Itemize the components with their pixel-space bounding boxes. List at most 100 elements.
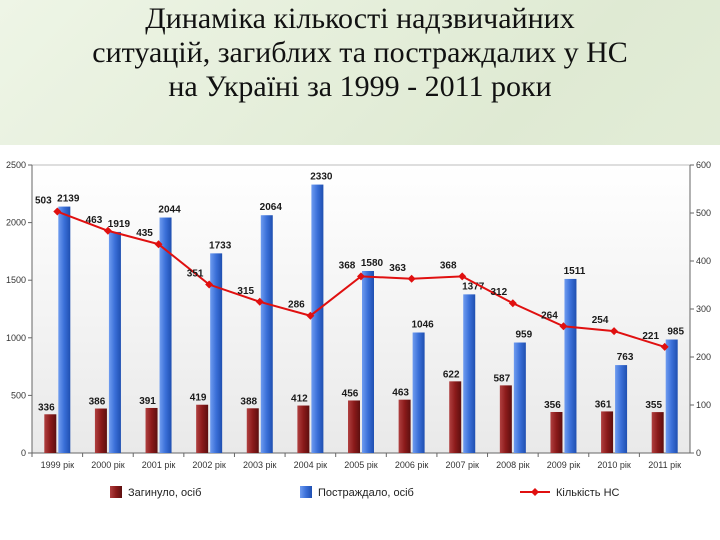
legend-swatch-killed — [110, 486, 122, 498]
line-marker — [559, 322, 568, 331]
data-label-killed: 587 — [494, 373, 511, 384]
data-label-incidents: 368 — [339, 260, 356, 271]
data-label-injured: 2330 — [310, 172, 333, 183]
title-line-3: на Україні за 1999 - 2011 роки — [168, 70, 552, 103]
legend-swatch-injured — [300, 486, 312, 498]
bar-killed — [94, 408, 107, 453]
line-marker — [458, 272, 467, 281]
bar-injured — [564, 278, 577, 453]
bar-injured — [513, 342, 526, 453]
data-label-injured: 1046 — [411, 320, 434, 331]
data-label-incidents: 264 — [541, 310, 558, 321]
x-tick-label: 2009 рік — [547, 460, 581, 470]
data-label-killed: 355 — [645, 400, 662, 411]
bar-injured — [615, 365, 628, 453]
bar-killed — [601, 411, 614, 453]
data-label-injured: 1919 — [108, 219, 131, 230]
y-left-tick-label: 2000 — [6, 218, 26, 228]
x-tick-label: 2000 рік — [91, 460, 125, 470]
data-label-injured: 959 — [516, 330, 533, 341]
data-label-incidents: 254 — [592, 315, 609, 326]
x-tick-label: 2005 рік — [344, 460, 378, 470]
legend-label-killed: Загинуло, осіб — [128, 487, 201, 499]
x-tick-label: 2008 рік — [496, 460, 530, 470]
line-marker — [610, 327, 619, 336]
bar-killed — [297, 405, 310, 453]
line-marker — [660, 342, 669, 351]
bar-injured — [311, 184, 324, 454]
bar-killed — [550, 411, 563, 453]
bar-injured — [210, 253, 223, 453]
y-right-tick-label: 0 — [696, 448, 701, 458]
bar-injured — [463, 294, 476, 453]
bar-killed — [651, 412, 664, 453]
data-label-killed: 361 — [595, 399, 612, 410]
data-label-incidents: 368 — [440, 260, 457, 271]
legend-label-incidents: Кількість НС — [556, 487, 620, 499]
bar-killed — [348, 400, 360, 453]
x-tick-label: 2001 рік — [142, 460, 176, 470]
bar-killed — [499, 385, 512, 453]
data-label-killed: 463 — [392, 388, 409, 399]
x-tick-label: 2006 рік — [395, 460, 429, 470]
x-tick-label: 2003 рік — [243, 460, 277, 470]
x-tick-label: 2007 рік — [445, 460, 479, 470]
x-tick-label: 1999 рік — [41, 460, 75, 470]
y-left-tick-label: 2500 — [6, 160, 26, 170]
data-label-injured: 1511 — [564, 266, 586, 277]
y-right-tick-label: 300 — [696, 304, 711, 314]
title-line-2: ситуацій, загиблих та постраждалих у НС — [92, 36, 628, 69]
y-right-tick-label: 100 — [696, 400, 711, 410]
data-label-incidents: 463 — [86, 215, 103, 226]
bar-injured — [362, 270, 374, 453]
chart-area: 0 500 1000 1500 2000 2500 0 100 200 300 400 500 600 1… — [0, 145, 720, 540]
bar-killed — [246, 408, 259, 453]
data-label-killed: 356 — [544, 400, 561, 411]
y-left-tick-label: 500 — [11, 390, 26, 400]
bar-injured — [665, 339, 678, 453]
legend-swatch-incidents-marker — [531, 488, 539, 496]
data-label-injured: 1733 — [209, 240, 232, 251]
data-label-incidents: 351 — [187, 269, 204, 280]
line-marker — [357, 272, 365, 281]
line-marker — [103, 226, 112, 235]
y-right-tick-label: 200 — [696, 352, 711, 362]
data-label-injured: 2064 — [260, 202, 283, 213]
slide-title: Динаміка кількості надзвичайних ситуацій… — [0, 0, 720, 140]
combo-chart: 0 500 1000 1500 2000 2500 0 100 200 300 400 500 600 1… — [6, 160, 711, 499]
bar-injured — [260, 215, 273, 453]
data-label-killed: 622 — [443, 369, 460, 380]
data-label-killed: 456 — [342, 388, 359, 399]
data-label-injured: 985 — [667, 327, 684, 338]
x-tick-label: 2002 рік — [192, 460, 226, 470]
data-label-killed: 386 — [89, 397, 106, 408]
data-label-killed: 388 — [240, 396, 257, 407]
bar-injured — [159, 217, 172, 453]
data-label-incidents: 503 — [35, 196, 52, 207]
x-tick-label: 2011 рік — [648, 460, 681, 470]
bar-injured — [412, 332, 425, 453]
y-left-tick-label: 1500 — [6, 275, 26, 285]
data-label-killed: 419 — [190, 393, 207, 404]
data-label-injured: 763 — [617, 352, 634, 363]
bar-killed — [449, 381, 462, 453]
data-label-killed: 391 — [139, 396, 156, 407]
data-label-incidents: 363 — [389, 263, 406, 274]
line-marker — [508, 299, 517, 308]
y-right-tick-label: 500 — [696, 208, 711, 218]
line-marker — [53, 207, 62, 216]
plot-background — [31, 164, 691, 454]
title-line-1: Динаміка кількості надзвичайних — [145, 2, 575, 35]
data-label-injured: 2139 — [57, 194, 80, 205]
bar-injured — [108, 231, 121, 453]
data-label-incidents: 286 — [288, 300, 305, 311]
data-label-killed: 336 — [38, 402, 55, 413]
data-label-incidents: 315 — [237, 286, 254, 297]
line-marker — [205, 280, 214, 289]
bar-killed — [196, 404, 209, 453]
legend-label-injured: Постраждало, осіб — [318, 487, 414, 499]
y-left-tick-label: 0 — [21, 448, 26, 458]
bar-killed — [44, 414, 57, 453]
line-marker — [407, 274, 416, 283]
bar-killed — [398, 399, 411, 453]
